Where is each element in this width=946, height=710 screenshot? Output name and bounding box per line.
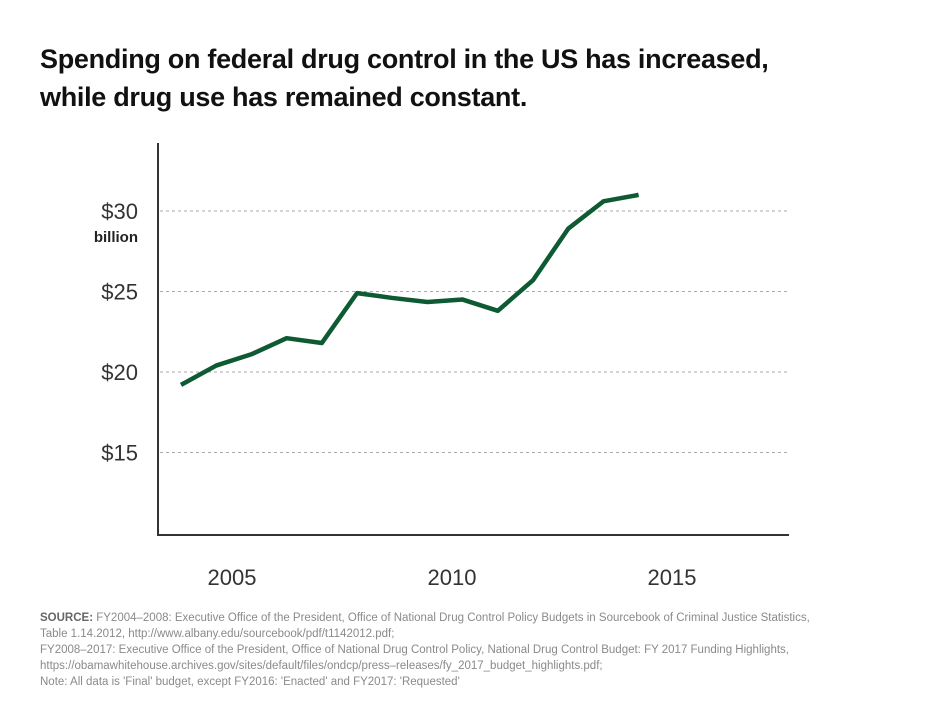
x-tick-label: 2005 [208, 565, 257, 590]
title-line-2: while drug use has remained constant. [40, 82, 528, 112]
spending-line [179, 192, 640, 387]
source-label: SOURCE: [40, 612, 94, 624]
chart-title: Spending on federal drug control in the … [40, 40, 769, 116]
y-unit-label: billion [94, 229, 138, 246]
source-line-5: Note: All data is 'Final' budget, except… [40, 676, 460, 688]
y-tick-label: $20 [101, 360, 138, 385]
x-tick-label: 2015 [648, 565, 697, 590]
source-line-2: Table 1.14.2012, http://www.albany.edu/s… [40, 628, 395, 640]
source-line-4: https://obamawhitehouse.archives.gov/sit… [40, 660, 603, 672]
y-tick-label: $30 [101, 199, 138, 224]
line-chart: $15 $20 $25 $30 billion 2005 2010 2015 [94, 143, 789, 590]
source-note: SOURCE: FY2004–2008: Executive Office of… [40, 610, 810, 690]
y-tick-label: $15 [101, 441, 138, 466]
source-line-1: FY2004–2008: Executive Office of the Pre… [96, 612, 810, 624]
x-tick-label: 2010 [428, 565, 477, 590]
source-line-3: FY2008–2017: Executive Office of the Pre… [40, 644, 789, 656]
title-line-1: Spending on federal drug control in the … [40, 44, 769, 74]
y-tick-label: $25 [101, 280, 138, 305]
